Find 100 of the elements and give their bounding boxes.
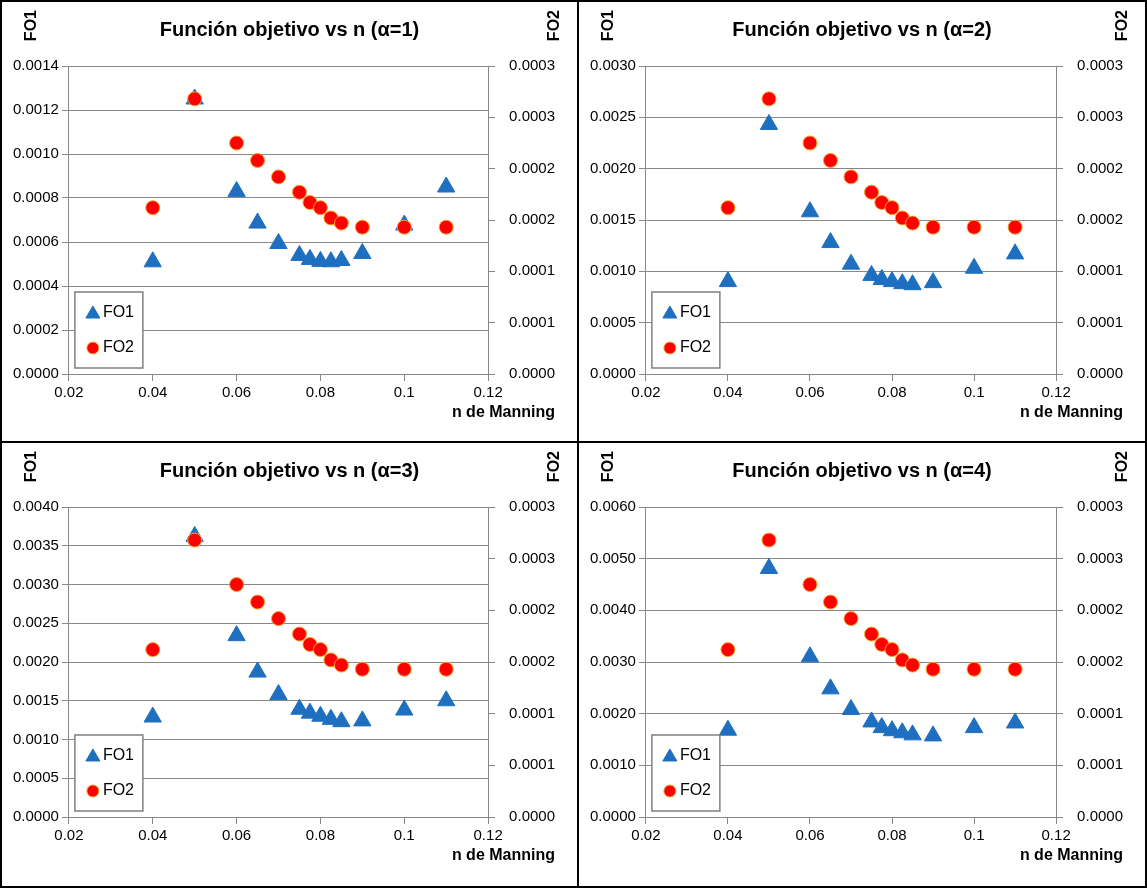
x-tick-label: 0.08 <box>305 383 336 401</box>
y-tick-label: 0.0030 <box>589 652 636 670</box>
x-tick-label: 0.06 <box>221 383 252 401</box>
x-tick-label: 0.1 <box>963 383 985 401</box>
y-tick-label: 0.0012 <box>12 100 59 118</box>
legend-label: FO2 <box>679 781 712 799</box>
y-tick-label: 0.0025 <box>589 107 636 125</box>
x-tick-label: 0.04 <box>138 383 168 401</box>
x-tick-label: 0.1 <box>393 826 415 844</box>
x-tick-label: 0.02 <box>631 826 661 844</box>
y-tick-label: 0.0035 <box>12 535 59 553</box>
x-axis-title: n de Manning <box>451 846 555 864</box>
y2-axis-title: FO2 <box>1113 9 1131 42</box>
y2-axis-title: FO2 <box>545 9 563 42</box>
y2-tick-label: 0.0003 <box>509 497 556 515</box>
chart-title: Función objetivo vs n (α=1) <box>159 17 420 40</box>
y-tick-label: 0.0040 <box>12 497 59 515</box>
chart-title: Función objetivo vs n (α=3) <box>159 458 420 481</box>
y2-tick-label: 0.0001 <box>509 261 556 279</box>
y-tick-label: 0.0020 <box>589 703 636 721</box>
x-axis-title: n de Manning <box>1019 846 1123 864</box>
x-tick-label: 0.08 <box>305 826 336 844</box>
y-tick-label: 0.0025 <box>12 613 59 631</box>
y2-axis-title: FO2 <box>1113 450 1131 483</box>
y2-tick-label: 0.0001 <box>509 703 556 721</box>
y-tick-label: 0.0020 <box>589 158 636 176</box>
x-tick-label: 0.04 <box>138 826 168 844</box>
y2-tick-label: 0.0000 <box>1077 364 1124 382</box>
legend-label: FO1 <box>102 303 135 321</box>
x-tick-label: 0.06 <box>221 826 252 844</box>
legend-label: FO1 <box>102 746 135 764</box>
y-tick-label: 0.0010 <box>589 755 636 773</box>
legend-label: FO1 <box>679 303 712 321</box>
y-tick-label: 0.0010 <box>12 729 59 747</box>
y2-tick-label: 0.0003 <box>509 56 556 74</box>
y-tick-label: 0.0014 <box>12 56 59 74</box>
y-tick-label: 0.0005 <box>589 312 636 330</box>
y2-tick-label: 0.0002 <box>1077 600 1124 618</box>
y2-tick-label: 0.0003 <box>1077 497 1124 515</box>
y2-tick-label: 0.0003 <box>509 548 556 566</box>
y2-tick-label: 0.0003 <box>1077 56 1124 74</box>
y2-tick-label: 0.0000 <box>1077 807 1124 825</box>
y-tick-label: 0.0000 <box>589 807 636 825</box>
y2-tick-label: 0.0001 <box>509 312 556 330</box>
chart-title: Función objetivo vs n (α=4) <box>732 458 992 481</box>
y2-tick-label: 0.0002 <box>509 652 556 670</box>
x-tick-label: 0.02 <box>54 826 84 844</box>
y-tick-label: 0.0006 <box>12 232 59 250</box>
y-tick-label: 0.0030 <box>589 56 636 74</box>
legend-label: FO2 <box>102 781 135 799</box>
x-tick-label: 0.06 <box>795 383 825 401</box>
x-tick-label: 0.12 <box>1041 826 1071 844</box>
y-tick-label: 0.0050 <box>589 548 636 566</box>
y-axis-title: FO1 <box>599 450 617 483</box>
y2-tick-label: 0.0002 <box>1077 210 1124 228</box>
y2-axis-title: FO2 <box>545 450 563 483</box>
y-tick-label: 0.0030 <box>12 574 59 592</box>
y-tick-label: 0.0010 <box>589 261 636 279</box>
y2-tick-label: 0.0002 <box>1077 158 1124 176</box>
x-axis-title: n de Manning <box>451 403 555 421</box>
y-tick-label: 0.0000 <box>12 364 59 382</box>
legend-label: FO2 <box>102 338 135 356</box>
y-tick-label: 0.0004 <box>12 276 59 294</box>
y-tick-label: 0.0040 <box>589 600 636 618</box>
y-axis-title: FO1 <box>599 9 617 42</box>
y2-tick-label: 0.0001 <box>509 755 556 773</box>
x-axis-title: n de Manning <box>1019 403 1123 421</box>
x-tick-label: 0.04 <box>713 383 743 401</box>
x-tick-label: 0.02 <box>631 383 661 401</box>
y-tick-label: 0.0005 <box>12 768 59 786</box>
y2-tick-label: 0.0003 <box>1077 548 1124 566</box>
y-tick-label: 0.0008 <box>12 188 59 206</box>
y-tick-label: 0.0000 <box>12 807 59 825</box>
x-tick-label: 0.1 <box>963 826 985 844</box>
x-tick-label: 0.12 <box>1041 383 1071 401</box>
legend-label: FO2 <box>679 338 712 356</box>
x-tick-label: 0.02 <box>54 383 84 401</box>
x-tick-label: 0.1 <box>393 383 415 401</box>
x-tick-label: 0.12 <box>473 383 503 401</box>
chart-title: Función objetivo vs n (α=2) <box>732 17 992 40</box>
y2-tick-label: 0.0002 <box>509 158 556 176</box>
legend-label: FO1 <box>679 746 712 764</box>
x-tick-label: 0.06 <box>795 826 825 844</box>
x-tick-label: 0.08 <box>877 826 907 844</box>
y-tick-label: 0.0015 <box>12 690 59 708</box>
y2-tick-label: 0.0000 <box>509 807 556 825</box>
y2-tick-label: 0.0001 <box>1077 312 1124 330</box>
y-tick-label: 0.0015 <box>589 210 636 228</box>
y2-tick-label: 0.0001 <box>1077 755 1124 773</box>
x-tick-label: 0.12 <box>473 826 503 844</box>
y-axis-title: FO1 <box>22 9 40 42</box>
y-axis-title: FO1 <box>22 450 40 483</box>
y2-tick-label: 0.0000 <box>509 364 556 382</box>
y-tick-label: 0.0060 <box>589 497 636 515</box>
y2-tick-label: 0.0003 <box>509 107 556 125</box>
y2-tick-label: 0.0001 <box>1077 703 1124 721</box>
y-tick-label: 0.0000 <box>589 364 636 382</box>
y2-tick-label: 0.0001 <box>1077 261 1124 279</box>
y2-tick-label: 0.0002 <box>509 600 556 618</box>
y2-tick-label: 0.0002 <box>1077 652 1124 670</box>
